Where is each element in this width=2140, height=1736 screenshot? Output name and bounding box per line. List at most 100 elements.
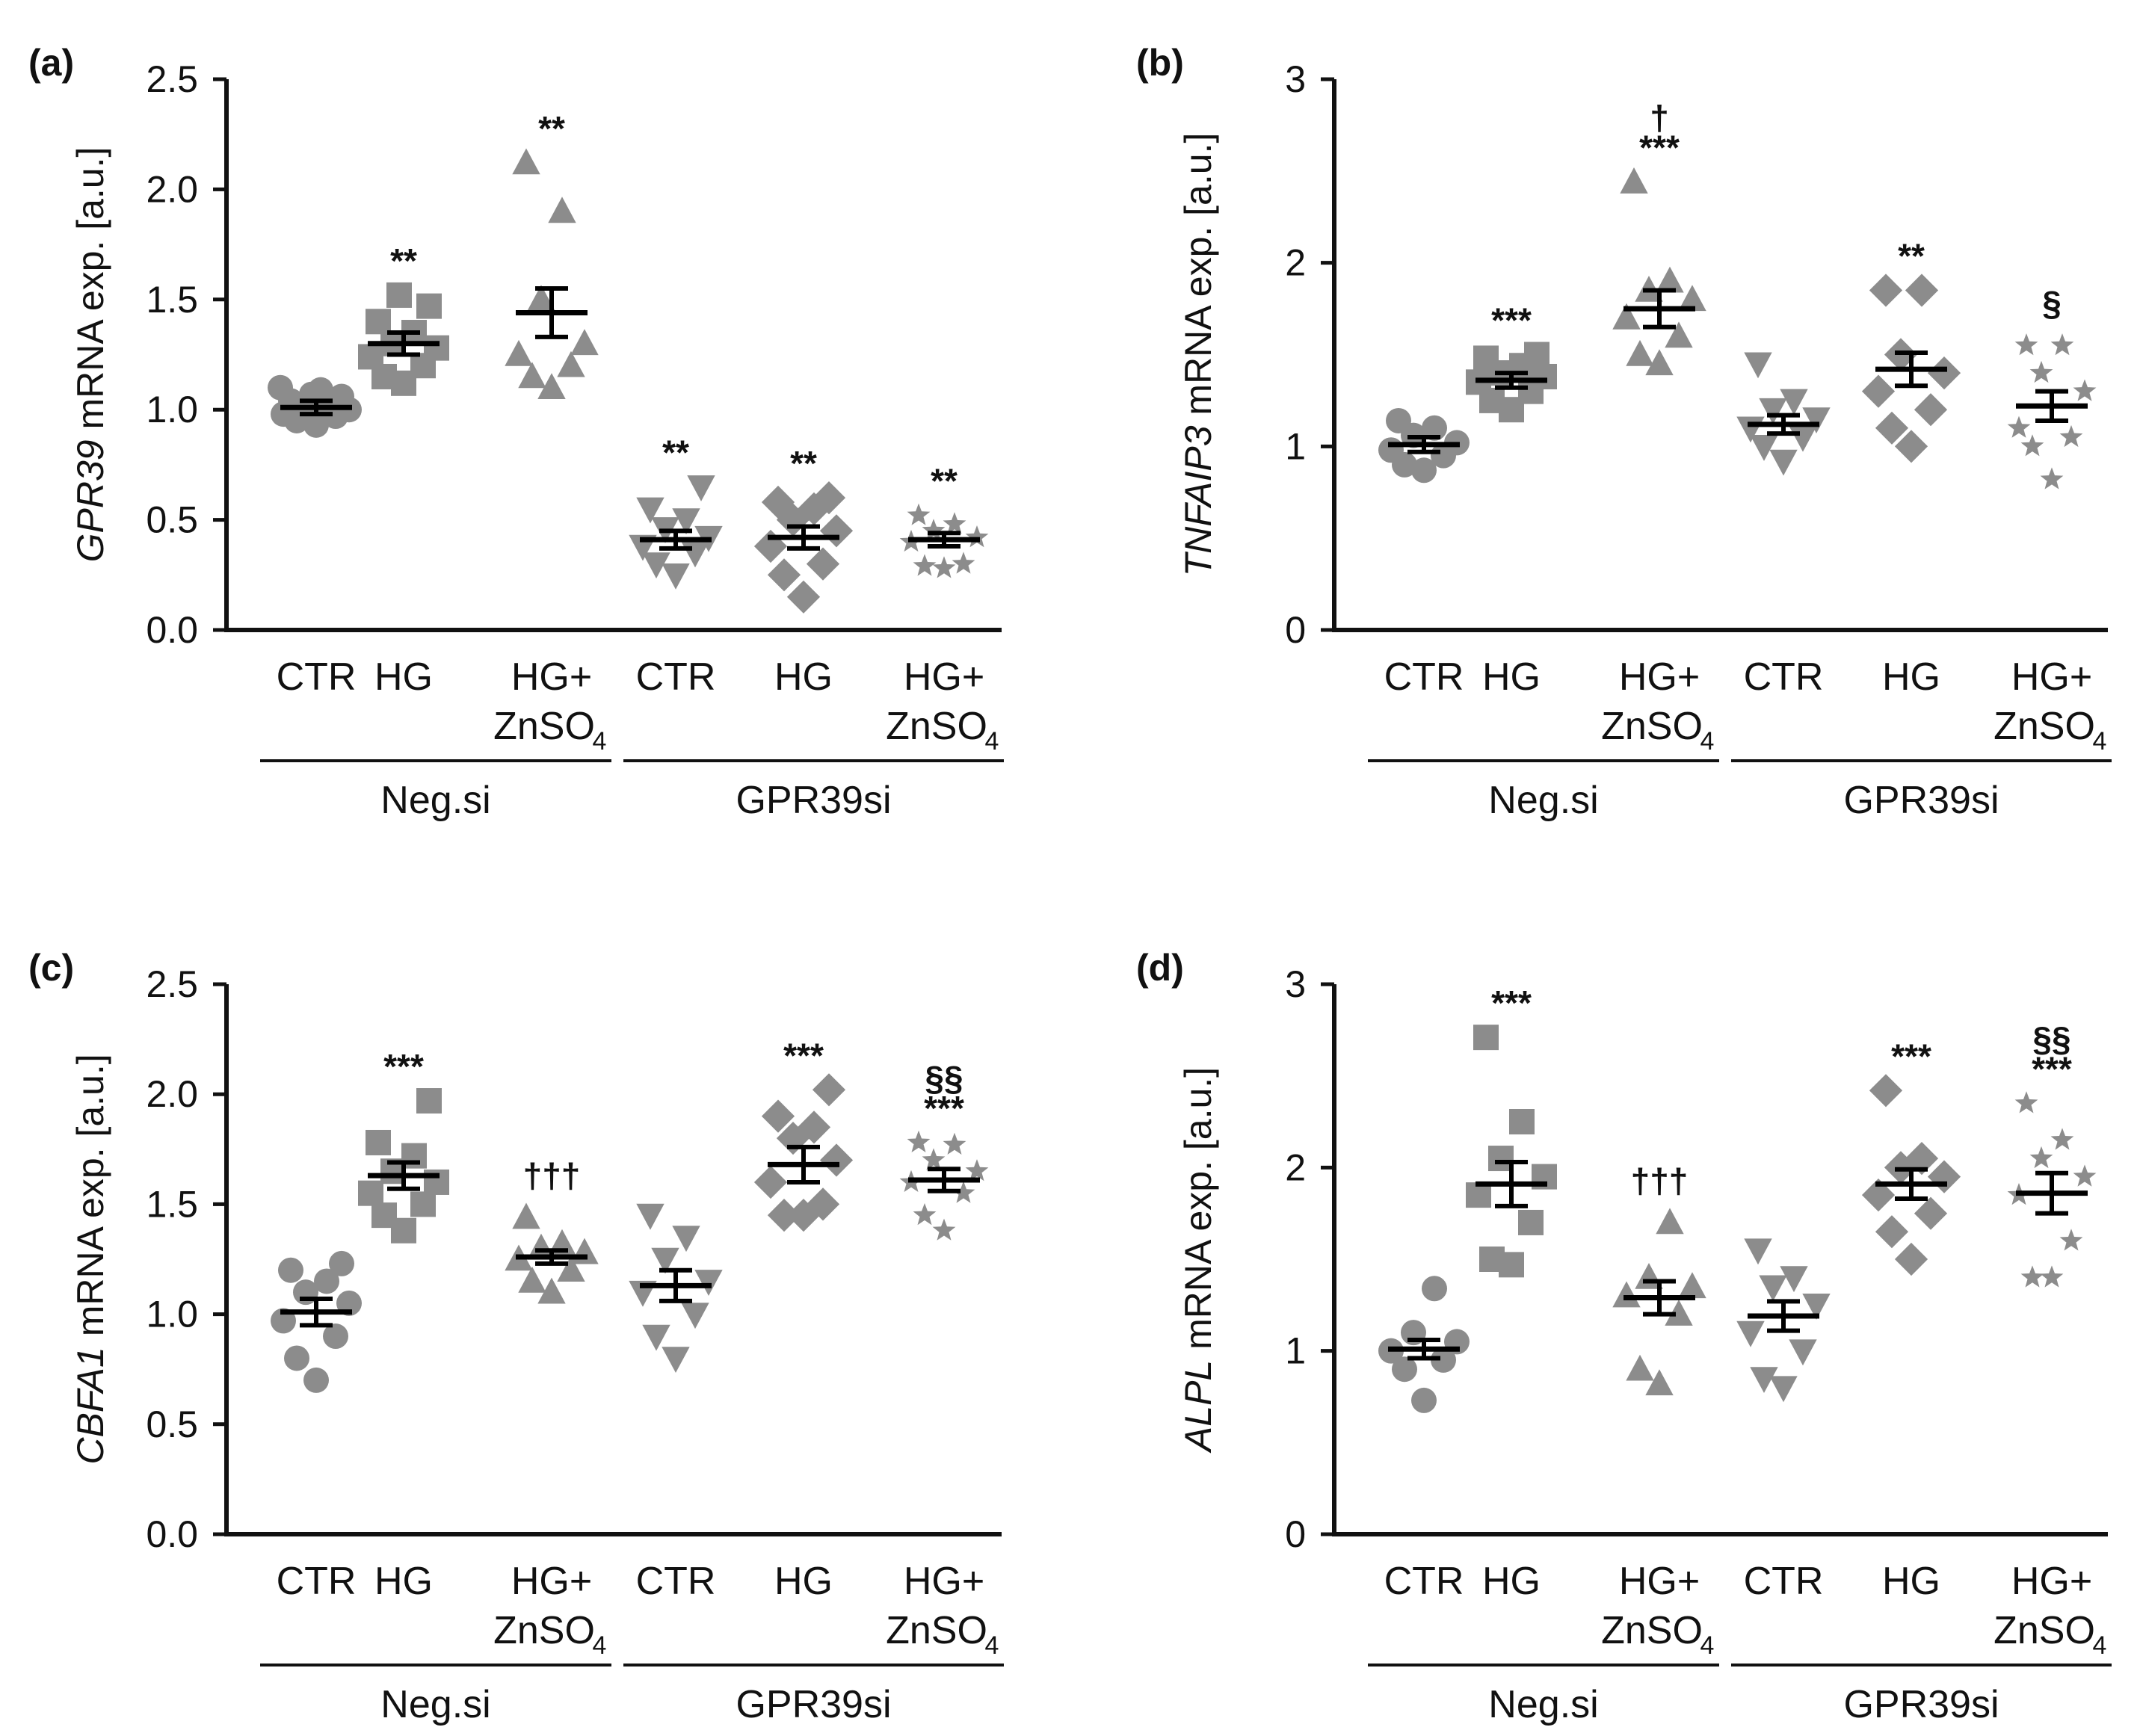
data-point: [1422, 1276, 1447, 1302]
data-point: [1744, 1238, 1772, 1265]
data-point: [1612, 1281, 1641, 1308]
data-point: [527, 1233, 555, 1260]
x-tick-label-ctr: CTR: [277, 1560, 357, 1603]
data-point: [1645, 349, 1674, 376]
y-tick-label: 0: [1285, 1513, 1306, 1555]
x-tick-label-subscript: 4: [985, 727, 999, 756]
data-point: [308, 377, 333, 403]
series-circle: [268, 374, 362, 438]
data-point: [548, 197, 576, 223]
data-point: [2029, 1146, 2053, 1169]
y-tick-label: 1: [1285, 425, 1306, 467]
data-point: [776, 503, 810, 537]
data-point: [323, 1323, 348, 1350]
significance-label: ***: [783, 1036, 824, 1075]
series-triangle-down: [629, 1203, 723, 1373]
group-label: GPR39si: [736, 1683, 891, 1726]
data-point: [907, 1130, 931, 1152]
group-label: Neg.si: [1488, 779, 1598, 822]
x-tick-label-ctr: CTR: [636, 655, 716, 699]
x-tick-label: HG: [374, 1560, 433, 1603]
group-label: Neg.si: [1488, 1683, 1598, 1726]
series-diamond: **: [753, 444, 854, 614]
significance-label-secondary: †: [1650, 99, 1669, 138]
x-tick-label: HG: [774, 655, 833, 699]
data-point: [1736, 1320, 1765, 1347]
data-point: [753, 1165, 788, 1199]
x-tick-label-hgplus: HG+: [511, 1560, 592, 1603]
data-point: [1744, 352, 1772, 379]
data-point: [557, 1255, 585, 1282]
data-point: [278, 1257, 303, 1283]
data-point: [913, 554, 937, 576]
data-point: [1802, 407, 1831, 433]
series-triangle-up: †††: [1612, 1161, 1706, 1396]
data-point: [1914, 393, 1948, 427]
y-tick-label: 1.0: [146, 1294, 198, 1335]
data-point: [1518, 1209, 1544, 1235]
data-point: [1789, 425, 1817, 452]
y-axis-gene: CBFA1: [70, 1347, 111, 1464]
x-tick-label-subscript: 4: [1700, 727, 1715, 756]
data-point: [570, 1238, 599, 1264]
data-point: [518, 1266, 546, 1293]
data-point: [1612, 303, 1641, 330]
x-tick-label: CTR: [1384, 1560, 1464, 1603]
series-star: ***§§: [2007, 1019, 2097, 1288]
data-point: [2029, 360, 2053, 383]
data-point: [2073, 1164, 2097, 1187]
significance-label: **: [790, 444, 817, 483]
data-point: [505, 339, 533, 366]
data-point: [1875, 411, 1909, 445]
data-point: [672, 508, 700, 535]
x-tick-label-hgplus: HG+: [904, 1560, 984, 1603]
data-point: [806, 1187, 840, 1221]
data-point: [694, 1270, 723, 1296]
series-circle: [1378, 407, 1470, 484]
data-point: [1411, 1387, 1437, 1413]
data-point: [2050, 1128, 2074, 1150]
x-tick-label: CTR: [636, 1560, 716, 1603]
y-axis-gene: GPR39: [70, 439, 111, 562]
data-point: [922, 519, 946, 541]
x-tick-label-hg: HG: [1882, 1560, 1940, 1603]
x-tick-label-znso: ZnSO: [1993, 705, 2095, 748]
x-tick-label-ctr: CTR: [277, 655, 357, 699]
y-tick-label: 2.5: [146, 963, 198, 1005]
x-tick-label-znso: ZnSO: [886, 705, 987, 748]
data-point: [416, 1088, 442, 1114]
data-point: [767, 558, 801, 592]
data-point: [424, 335, 449, 361]
data-point: [1411, 457, 1437, 484]
x-tick-label: HG: [1882, 1560, 1940, 1603]
data-point: [1914, 1196, 1948, 1230]
series-diamond: ***: [753, 1036, 854, 1232]
data-point: [1780, 1266, 1808, 1293]
data-point: [358, 344, 383, 370]
data-point: [636, 1203, 664, 1230]
data-point: [518, 362, 546, 389]
data-point: [2020, 1265, 2044, 1288]
data-point: [952, 1181, 975, 1203]
significance-label: ***: [1891, 1037, 1931, 1075]
data-point: [1927, 356, 1961, 390]
data-point: [819, 514, 854, 548]
data-point: [410, 1191, 436, 1217]
x-tick-label-znso: ZnSO: [1601, 705, 1703, 748]
series-diamond: ***: [1861, 1037, 1961, 1276]
x-tick-label: HG: [1882, 655, 1940, 699]
data-point: [1386, 407, 1411, 433]
panel-a: (a) 0.0 0.5 1.0 1.5 2.0 2.5 GPR39 mRNA exp. [a.…: [28, 42, 1004, 822]
x-tick-label-hgplus: HG+: [511, 655, 592, 699]
x-tick-label: HG: [374, 655, 433, 699]
x-tick-label-subscript: 4: [593, 727, 607, 756]
data-point: [1626, 339, 1654, 366]
x-tick-label-znso: ZnSO: [1993, 1609, 2095, 1652]
data-point: [636, 497, 664, 524]
data-point: [943, 1132, 966, 1155]
data-point: [1750, 1367, 1778, 1393]
data-point: [386, 282, 412, 308]
data-point: [1905, 1142, 1939, 1176]
significance-label: ***: [924, 1089, 964, 1128]
